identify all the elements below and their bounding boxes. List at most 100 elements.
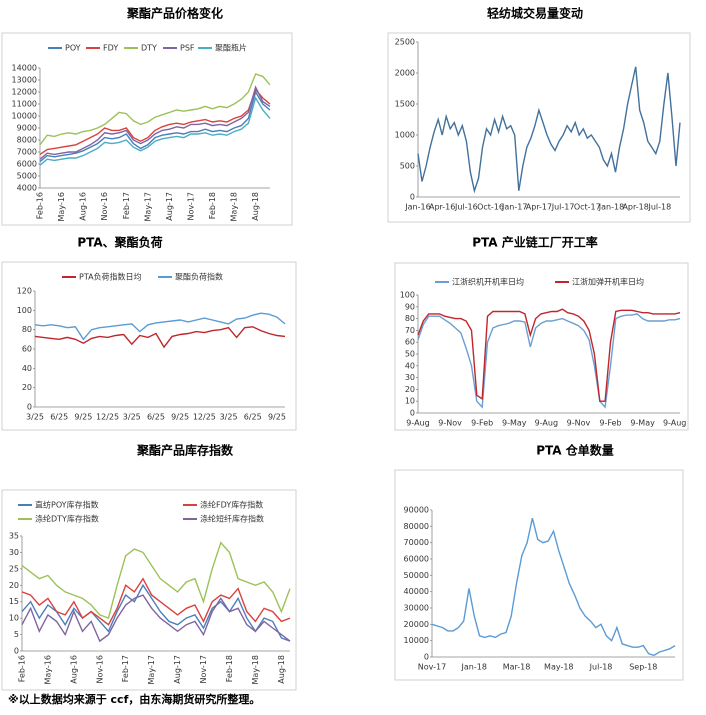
y-tick-label: 4000 (17, 184, 37, 193)
y-tick-label: 10000 (404, 636, 429, 645)
y-tick-label: 50000 (404, 571, 429, 580)
x-tick-label: Nov-17 (186, 192, 195, 220)
x-tick-label: Jan-17 (501, 203, 527, 212)
y-tick-label: 100 (400, 291, 415, 300)
legend-label: 聚酯瓶片 (215, 43, 247, 53)
x-tick-label: 9-May (630, 419, 655, 428)
series-line (21, 594, 291, 643)
y-tick-label: 60000 (404, 555, 429, 564)
y-tick-label: 13000 (12, 76, 37, 85)
x-tick-label: Jan-18 (461, 663, 487, 672)
y-tick-label: 0 (27, 403, 32, 412)
x-tick-label: Feb-17 (122, 192, 131, 219)
y-tick-label: 25 (9, 564, 19, 573)
y-tick-label: 2500 (395, 38, 415, 47)
x-tick-label: Apr-17 (526, 203, 552, 212)
y-tick-label: 50 (405, 350, 415, 359)
legend-label: FDY (103, 44, 118, 53)
legend-label: 涤纶FDY库存指数 (200, 500, 263, 510)
y-tick-label: 30 (9, 548, 19, 557)
chart-frame (394, 262, 689, 431)
legend-label: 聚酯负荷指数 (175, 272, 223, 282)
y-tick-label: 80000 (404, 522, 429, 531)
x-tick-label: Apr-16 (429, 203, 455, 212)
y-tick-label: 0 (14, 647, 19, 656)
series-line (21, 577, 291, 626)
y-tick-label: 15 (9, 597, 19, 606)
chart-frame (394, 469, 684, 681)
series-line (39, 90, 271, 163)
x-tick-label: Aug-17 (173, 655, 182, 684)
x-tick-label: 3/25 (220, 413, 238, 422)
x-tick-label: Nov-17 (199, 655, 208, 683)
x-tick-label: May-18 (230, 192, 239, 221)
x-tick-label: 9-Nov (567, 419, 591, 428)
x-tick-label: 12/25 (96, 413, 119, 422)
legend-label: 涤纶DTY库存指数 (35, 514, 99, 524)
x-tick-label: 3/25 (123, 413, 141, 422)
chart-title: 聚酯产品库存指数 (136, 443, 234, 458)
y-tick-label: 12000 (12, 88, 37, 97)
legend-label: 直纺POY库存指数 (35, 500, 99, 510)
x-tick-label: 6/25 (244, 413, 262, 422)
y-tick-label: 80 (405, 314, 415, 323)
x-tick-label: May-16 (57, 192, 66, 221)
x-tick-label: 9-May (502, 419, 527, 428)
x-tick-label: Feb-16 (18, 655, 27, 682)
y-tick-label: 0 (424, 653, 429, 662)
x-tick-label: Apr-18 (622, 203, 648, 212)
chart-title: 聚酯产品价格变化 (126, 6, 223, 21)
y-tick-label: 30000 (404, 604, 429, 613)
legend-label: PSF (180, 44, 195, 53)
x-tick-label: 9-Aug (663, 419, 686, 428)
x-tick-label: May-16 (43, 655, 52, 684)
y-tick-label: 5000 (17, 172, 37, 181)
chart-title: PTA 产业链工厂开工率 (472, 235, 598, 250)
x-tick-label: 9-Feb (599, 419, 621, 428)
x-tick-label: 9/25 (171, 413, 189, 422)
y-tick-label: 10 (9, 614, 19, 623)
x-tick-label: May-18 (544, 663, 573, 672)
x-tick-label: Nov-17 (418, 663, 446, 672)
x-tick-label: Jan-16 (404, 203, 430, 212)
y-tick-label: 14000 (12, 64, 37, 73)
y-tick-label: 40 (405, 361, 415, 370)
y-tick-label: 11000 (12, 100, 37, 109)
series-line (417, 313, 681, 409)
y-tick-label: 8000 (17, 136, 37, 145)
chart-frame (1, 261, 297, 431)
y-tick-label: 0 (410, 193, 415, 202)
y-tick-label: 1500 (395, 100, 415, 109)
x-tick-label: 12/25 (193, 413, 216, 422)
series-line (417, 66, 681, 194)
x-tick-label: Oct-16 (477, 203, 504, 212)
y-tick-label: 70000 (404, 538, 429, 547)
chart-frame (387, 32, 691, 223)
y-tick-label: 7000 (17, 148, 37, 157)
series-line (21, 541, 291, 620)
y-tick-label: 9000 (17, 124, 37, 133)
x-tick-label: 9/25 (74, 413, 92, 422)
y-tick-label: 20 (9, 581, 19, 590)
x-tick-label: Aug-17 (165, 192, 174, 221)
legend-label: 涤纶短纤库存指数 (200, 514, 264, 524)
footer-note: ※以上数据均来源于 ccf，由东海期货研究所整理。 (8, 692, 260, 706)
y-tick-label: 500 (400, 162, 415, 171)
y-tick-label: 40 (22, 364, 32, 373)
x-tick-label: Oct-17 (574, 203, 601, 212)
legend-label: PTA负荷指数日均 (79, 272, 142, 282)
y-tick-label: 90000 (404, 506, 429, 515)
x-tick-label: Sep-18 (629, 663, 657, 672)
x-tick-label: Jul-16 (454, 203, 478, 212)
x-tick-label: Aug-18 (251, 192, 260, 221)
x-tick-label: 6/25 (50, 413, 68, 422)
legend-label: 江浙织机开机率日均 (452, 277, 524, 287)
chart-frame (1, 32, 293, 226)
x-tick-label: Feb-18 (225, 655, 234, 682)
y-tick-label: 80 (22, 325, 32, 334)
series-line (21, 583, 291, 642)
y-tick-label: 60 (405, 338, 415, 347)
x-tick-label: Feb-16 (36, 192, 45, 219)
x-tick-label: 9-Feb (471, 419, 493, 428)
x-tick-label: Jan-18 (598, 203, 624, 212)
